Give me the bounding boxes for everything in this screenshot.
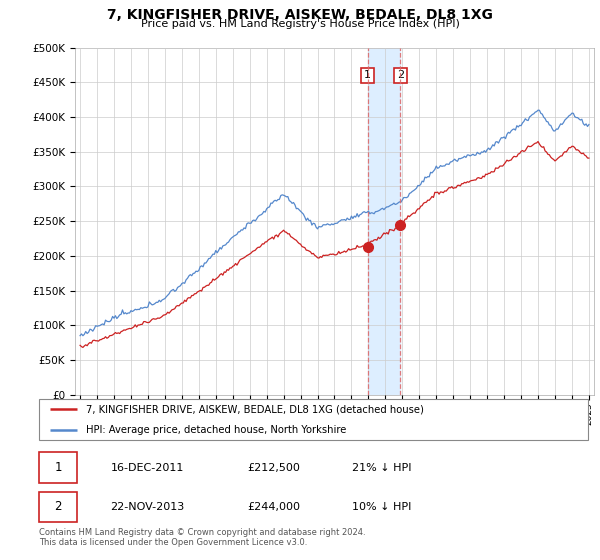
Text: £212,500: £212,500 — [248, 463, 301, 473]
Text: 1: 1 — [55, 461, 62, 474]
Text: 1: 1 — [364, 71, 371, 81]
FancyBboxPatch shape — [39, 492, 77, 522]
Text: 2: 2 — [397, 71, 404, 81]
Text: Contains HM Land Registry data © Crown copyright and database right 2024.
This d: Contains HM Land Registry data © Crown c… — [39, 528, 365, 547]
Text: 22-NOV-2013: 22-NOV-2013 — [110, 502, 185, 512]
FancyBboxPatch shape — [39, 399, 588, 440]
Text: 21% ↓ HPI: 21% ↓ HPI — [352, 463, 412, 473]
Text: 7, KINGFISHER DRIVE, AISKEW, BEDALE, DL8 1XG: 7, KINGFISHER DRIVE, AISKEW, BEDALE, DL8… — [107, 8, 493, 22]
Text: 7, KINGFISHER DRIVE, AISKEW, BEDALE, DL8 1XG (detached house): 7, KINGFISHER DRIVE, AISKEW, BEDALE, DL8… — [86, 404, 424, 414]
FancyBboxPatch shape — [39, 452, 77, 483]
Text: 16-DEC-2011: 16-DEC-2011 — [110, 463, 184, 473]
Bar — [368, 48, 400, 395]
Text: £244,000: £244,000 — [248, 502, 301, 512]
Text: 10% ↓ HPI: 10% ↓ HPI — [352, 502, 412, 512]
Text: 2: 2 — [55, 500, 62, 514]
Text: HPI: Average price, detached house, North Yorkshire: HPI: Average price, detached house, Nort… — [86, 424, 346, 435]
Text: Price paid vs. HM Land Registry's House Price Index (HPI): Price paid vs. HM Land Registry's House … — [140, 19, 460, 29]
